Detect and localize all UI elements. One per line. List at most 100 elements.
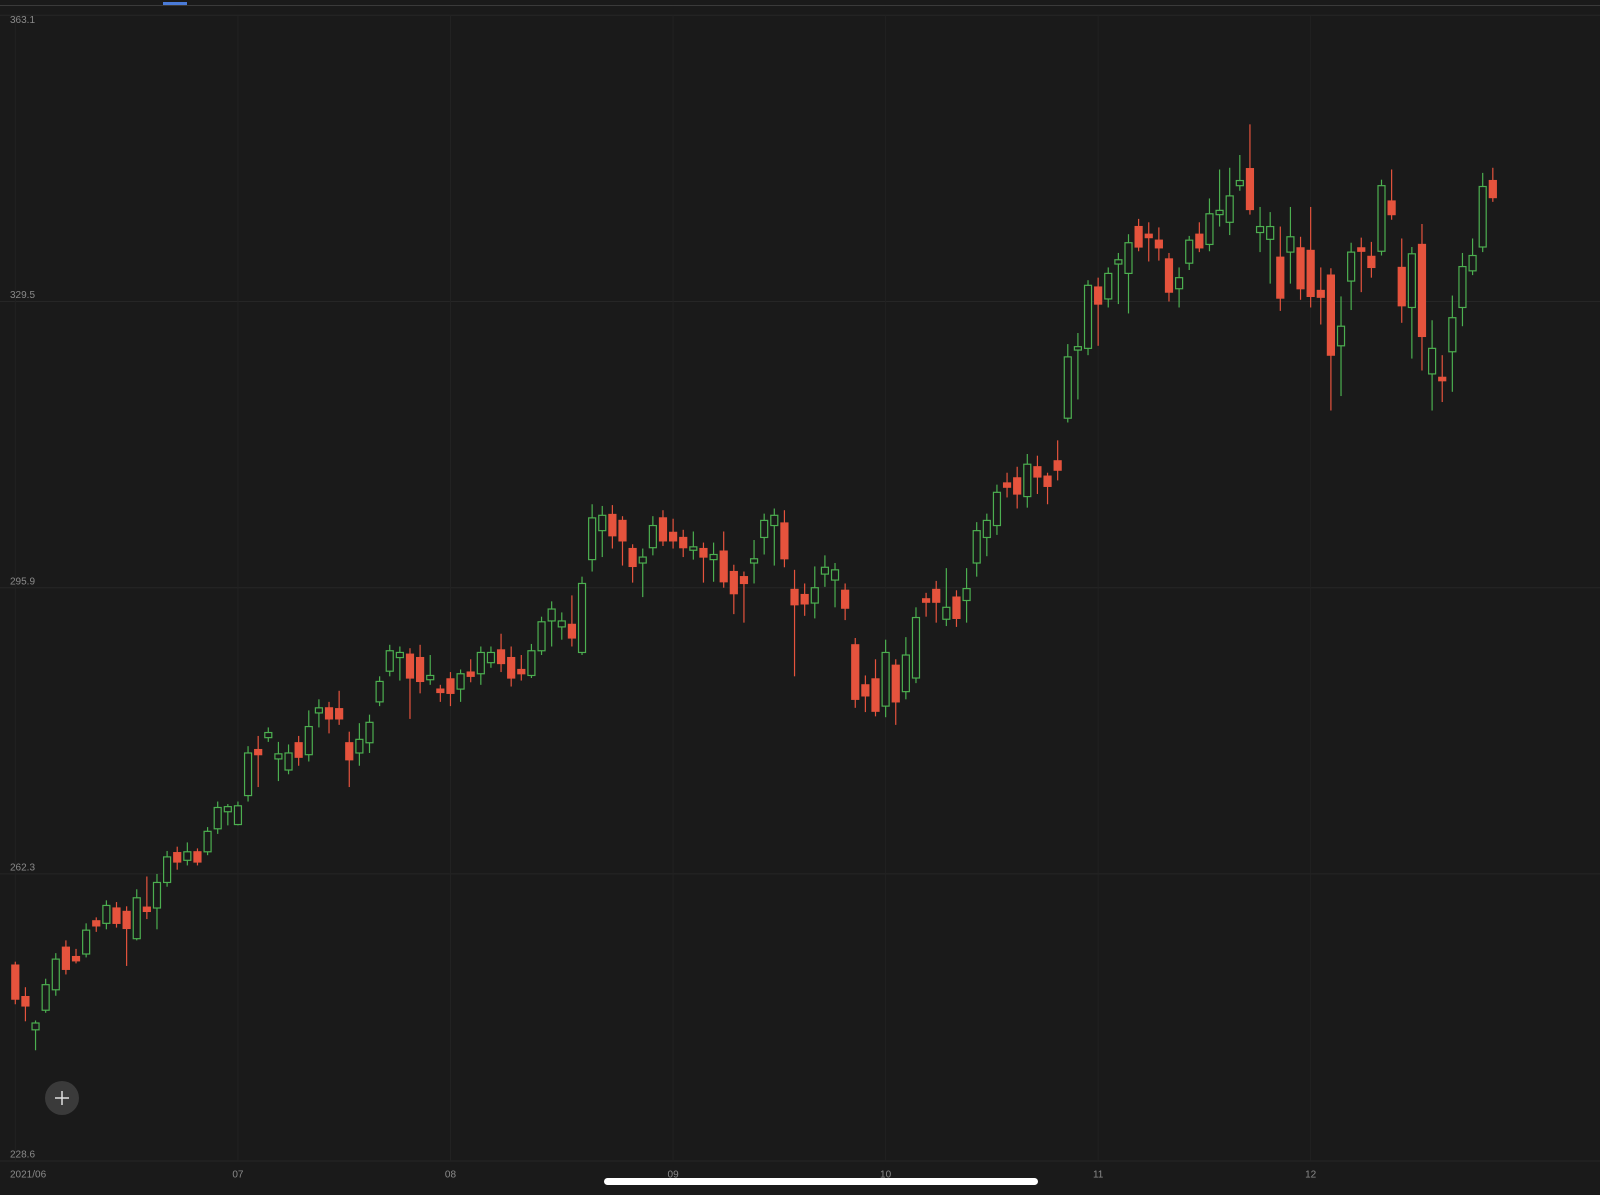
candle-body	[921, 598, 931, 603]
home-indicator	[604, 1178, 1038, 1185]
candle-body	[213, 806, 222, 830]
candle-body	[547, 608, 556, 622]
candle-body	[1033, 466, 1042, 478]
candle-body	[1286, 236, 1295, 253]
candle-body	[1417, 243, 1427, 338]
candle-body	[385, 650, 394, 672]
add-button[interactable]	[45, 1081, 79, 1115]
candle-body	[61, 946, 71, 970]
y-tick-label: 329.5	[10, 290, 35, 301]
candle-body	[1296, 247, 1305, 290]
candles	[11, 124, 1497, 1051]
candle-body	[71, 955, 81, 962]
candle-body	[952, 596, 961, 619]
candle-body	[223, 806, 232, 813]
candle-body	[1347, 251, 1356, 282]
candle-body	[1023, 463, 1032, 498]
candle-body	[517, 668, 526, 675]
candle-body	[1094, 286, 1103, 305]
candle-body	[962, 587, 971, 602]
candle-body	[1073, 346, 1083, 351]
candle-body	[426, 674, 435, 681]
candle-body	[608, 513, 617, 537]
candle-body	[982, 519, 991, 539]
candle-body	[304, 725, 313, 756]
candle-body	[183, 851, 192, 861]
grid	[0, 14, 1600, 1162]
candle-body	[1367, 255, 1376, 269]
candle-body	[790, 588, 799, 606]
candle-body	[173, 852, 182, 863]
axis-labels: 228.6 262.3 295.9 329.5 363.1 2021/06 07 08 09 10…	[10, 15, 1317, 1181]
candle-body	[496, 649, 506, 665]
candle-body	[193, 851, 202, 863]
candle-body	[972, 530, 981, 564]
candle-body	[709, 553, 718, 561]
candle-body	[1255, 225, 1265, 234]
candle-body	[41, 984, 50, 1011]
candle-body	[11, 964, 20, 1000]
candle-body	[1013, 477, 1022, 495]
candle-body	[749, 558, 759, 564]
candle-body	[689, 546, 698, 551]
x-tick-label: 07	[232, 1170, 244, 1181]
candle-body	[1083, 284, 1093, 349]
x-tick-label: 12	[1305, 1170, 1317, 1181]
candle-body	[567, 623, 577, 639]
candle-body	[254, 748, 263, 756]
candle-body	[1245, 168, 1255, 211]
candle-body	[102, 904, 111, 924]
candle-body	[841, 589, 850, 609]
candle-body	[1225, 195, 1234, 223]
candle-body	[1427, 347, 1437, 375]
candle-body	[901, 654, 910, 693]
candle-body	[375, 680, 384, 703]
candle-body	[294, 742, 303, 758]
x-tick-label: 10	[880, 1170, 892, 1181]
candle-body	[345, 742, 354, 761]
candle-body	[1195, 233, 1204, 249]
y-tick-label: 262.3	[10, 863, 35, 874]
candle-body	[31, 1022, 40, 1031]
candle-body	[628, 547, 637, 568]
x-tick-label: 11	[1093, 1170, 1104, 1181]
candle-body	[274, 753, 283, 760]
candle-body	[911, 616, 921, 679]
candle-body	[1407, 253, 1416, 309]
candle-body	[335, 708, 344, 720]
candle-body	[881, 651, 890, 707]
candle-body	[800, 593, 809, 605]
candle-body	[1316, 289, 1325, 298]
candle-body	[1205, 213, 1214, 246]
x-tick-label: 2021/06	[10, 1170, 47, 1181]
candle-body	[507, 656, 516, 679]
candle-body	[648, 524, 657, 549]
candle-body	[1397, 266, 1406, 307]
candle-body	[851, 644, 860, 700]
candle-body	[152, 881, 162, 909]
candle-body	[1266, 225, 1275, 240]
candle-body	[233, 805, 243, 826]
candle-body	[314, 707, 323, 714]
candle-body	[405, 653, 415, 679]
candle-body	[588, 517, 597, 561]
candle-body	[1215, 209, 1224, 216]
candle-body	[770, 514, 779, 527]
candle-body	[780, 522, 789, 560]
candle-body	[1357, 247, 1366, 252]
candle-body	[1174, 277, 1184, 290]
x-tick-label: 08	[445, 1170, 457, 1181]
candle-body	[243, 752, 253, 797]
candle-body	[416, 656, 425, 683]
candle-body	[1468, 254, 1477, 272]
candle-body	[163, 856, 172, 884]
candle-body	[1235, 179, 1244, 187]
candle-body	[395, 651, 404, 659]
candle-body	[810, 587, 819, 604]
candle-body	[324, 707, 334, 720]
candle-body	[1387, 200, 1396, 216]
candle-body	[820, 566, 830, 575]
candle-body	[132, 897, 141, 940]
